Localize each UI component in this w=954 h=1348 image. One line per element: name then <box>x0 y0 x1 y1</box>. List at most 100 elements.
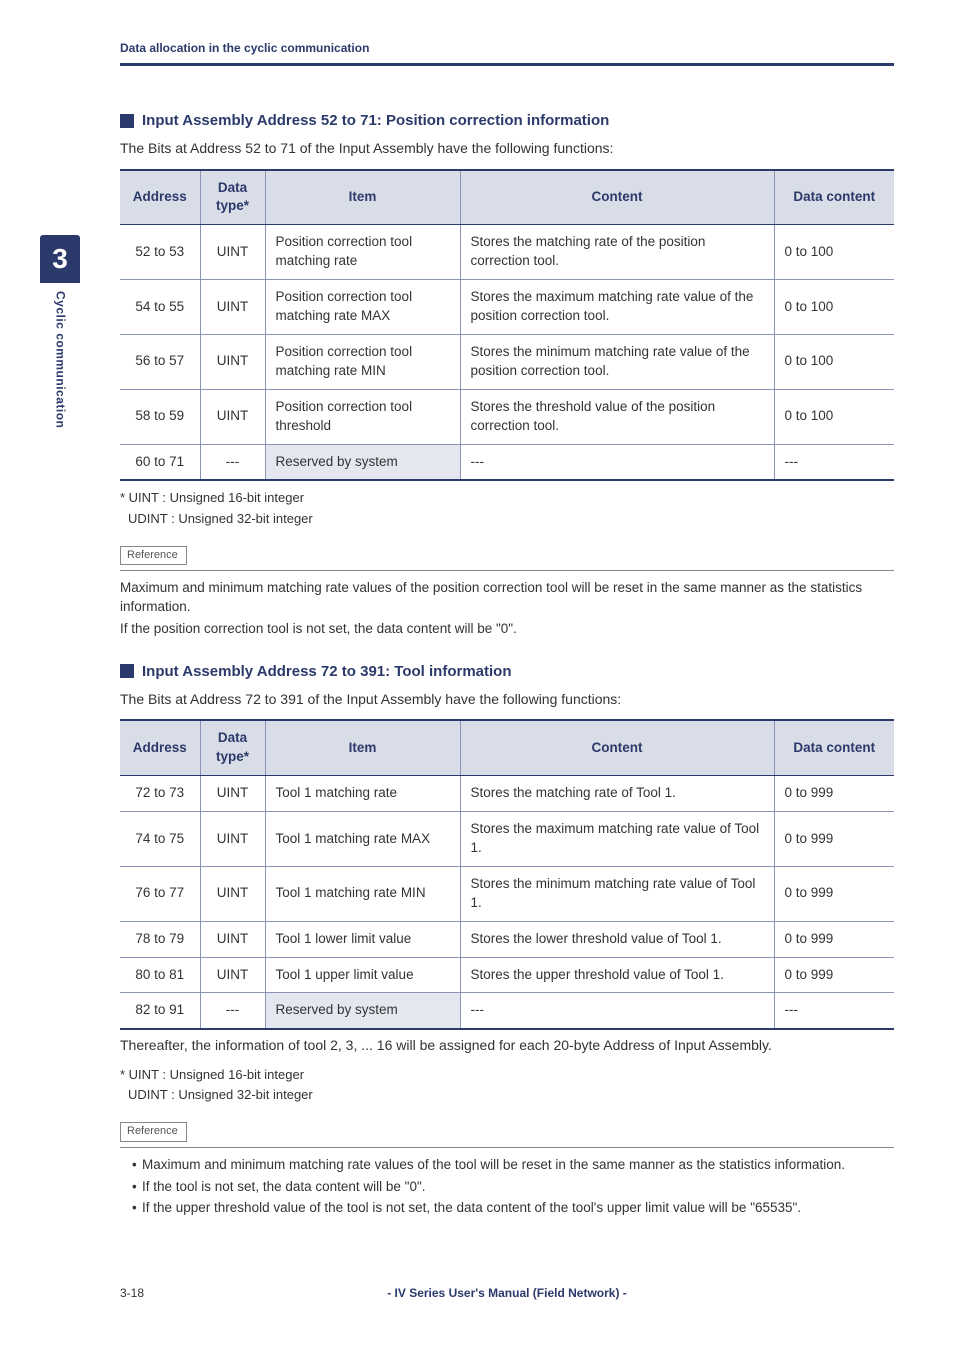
reference-rule <box>120 570 894 571</box>
th-address: Address <box>120 720 200 775</box>
cell-address: 78 to 79 <box>120 921 200 957</box>
cell-datacontent: --- <box>774 444 894 480</box>
table-row: 58 to 59UINTPosition correction tool thr… <box>120 389 894 444</box>
footnote-uint: * UINT : Unsigned 16-bit integer <box>120 1066 894 1084</box>
chapter-number: 3 <box>40 235 80 283</box>
cell-datatype: UINT <box>200 812 265 867</box>
th-datacontent: Data content <box>774 720 894 775</box>
cell-item: Reserved by system <box>265 993 460 1029</box>
cell-content: Stores the maximum matching rate value o… <box>460 812 774 867</box>
footer-title: - IV Series User's Manual (Field Network… <box>170 1285 844 1302</box>
reference-text-1: Maximum and minimum matching rate values… <box>120 579 894 617</box>
cell-item: Tool 1 upper limit value <box>265 957 460 993</box>
page-footer: 3-18 - IV Series User's Manual (Field Ne… <box>120 1285 894 1302</box>
cell-datatype: UINT <box>200 280 265 335</box>
cell-datacontent: 0 to 100 <box>774 389 894 444</box>
cell-address: 54 to 55 <box>120 280 200 335</box>
cell-address: 56 to 57 <box>120 334 200 389</box>
cell-datacontent: 0 to 999 <box>774 776 894 812</box>
cell-content: --- <box>460 993 774 1029</box>
table-row: 80 to 81UINTTool 1 upper limit valueStor… <box>120 957 894 993</box>
cell-item: Tool 1 matching rate <box>265 776 460 812</box>
cell-datacontent: 0 to 100 <box>774 280 894 335</box>
section2-footnotes: * UINT : Unsigned 16-bit integer UDINT :… <box>120 1066 894 1104</box>
table-row: 60 to 71---Reserved by system------ <box>120 444 894 480</box>
footnote-udint: UDINT : Unsigned 32-bit integer <box>120 510 894 528</box>
cell-item: Reserved by system <box>265 444 460 480</box>
section1-reference: Reference Maximum and minimum matching r… <box>120 544 894 639</box>
reference-text-2: If the position correction tool is not s… <box>120 620 894 639</box>
table-header-row: Address Data type* Item Content Data con… <box>120 170 894 225</box>
cell-datatype: UINT <box>200 957 265 993</box>
th-datacontent: Data content <box>774 170 894 225</box>
section1-title-text: Input Assembly Address 52 to 71: Positio… <box>142 110 609 131</box>
page-number: 3-18 <box>120 1285 170 1302</box>
table-row: 78 to 79UINTTool 1 lower limit valueStor… <box>120 921 894 957</box>
table-row: 56 to 57UINTPosition correction tool mat… <box>120 334 894 389</box>
th-datatype: Data type* <box>200 170 265 225</box>
footnote-uint: * UINT : Unsigned 16-bit integer <box>120 489 894 507</box>
square-bullet-icon <box>120 114 134 128</box>
cell-datacontent: 0 to 100 <box>774 225 894 280</box>
section2-intro: The Bits at Address 72 to 391 of the Inp… <box>120 690 894 710</box>
reference-label: Reference <box>120 1122 187 1141</box>
cell-item: Tool 1 lower limit value <box>265 921 460 957</box>
cell-item: Tool 1 matching rate MAX <box>265 812 460 867</box>
cell-content: Stores the minimum matching rate value o… <box>460 866 774 921</box>
table-row: 72 to 73UINTTool 1 matching rateStores t… <box>120 776 894 812</box>
chapter-label: Cyclic communication <box>52 283 69 428</box>
header-label: Data allocation in the cyclic communicat… <box>120 40 369 63</box>
cell-datatype: --- <box>200 993 265 1029</box>
cell-address: 82 to 91 <box>120 993 200 1029</box>
table-row: 82 to 91---Reserved by system------ <box>120 993 894 1029</box>
section1-intro: The Bits at Address 52 to 71 of the Inpu… <box>120 139 894 159</box>
cell-address: 58 to 59 <box>120 389 200 444</box>
cell-datacontent: 0 to 999 <box>774 812 894 867</box>
main-content: Input Assembly Address 52 to 71: Positio… <box>120 110 894 1281</box>
th-item: Item <box>265 720 460 775</box>
side-tab: 3 Cyclic communication <box>40 235 80 428</box>
cell-address: 76 to 77 <box>120 866 200 921</box>
th-content: Content <box>460 720 774 775</box>
cell-address: 80 to 81 <box>120 957 200 993</box>
table-tool-info: Address Data type* Item Content Data con… <box>120 719 894 1030</box>
section2-title-text: Input Assembly Address 72 to 391: Tool i… <box>142 661 512 682</box>
cell-content: --- <box>460 444 774 480</box>
table-row: 76 to 77UINTTool 1 matching rate MINStor… <box>120 866 894 921</box>
square-bullet-icon <box>120 664 134 678</box>
cell-datacontent: 0 to 999 <box>774 957 894 993</box>
th-content: Content <box>460 170 774 225</box>
cell-address: 52 to 53 <box>120 225 200 280</box>
cell-datatype: UINT <box>200 389 265 444</box>
cell-content: Stores the threshold value of the positi… <box>460 389 774 444</box>
cell-datacontent: 0 to 999 <box>774 866 894 921</box>
table-position-correction: Address Data type* Item Content Data con… <box>120 169 894 482</box>
th-item: Item <box>265 170 460 225</box>
cell-item: Position correction tool matching rate M… <box>265 280 460 335</box>
cell-item: Position correction tool matching rate <box>265 225 460 280</box>
reference-label: Reference <box>120 546 187 565</box>
cell-datatype: UINT <box>200 921 265 957</box>
cell-item: Position correction tool matching rate M… <box>265 334 460 389</box>
section2-reference: Reference Maximum and minimum matching r… <box>120 1120 894 1218</box>
table-row: 74 to 75UINTTool 1 matching rate MAXStor… <box>120 812 894 867</box>
cell-content: Stores the minimum matching rate value o… <box>460 334 774 389</box>
section1-title: Input Assembly Address 52 to 71: Positio… <box>120 110 894 131</box>
section2-post-table: Thereafter, the information of tool 2, 3… <box>120 1036 894 1056</box>
cell-datacontent: --- <box>774 993 894 1029</box>
th-datatype: Data type* <box>200 720 265 775</box>
th-address: Address <box>120 170 200 225</box>
cell-item: Position correction tool threshold <box>265 389 460 444</box>
table-row: 52 to 53UINTPosition correction tool mat… <box>120 225 894 280</box>
table-header-row: Address Data type* Item Content Data con… <box>120 720 894 775</box>
reference-bullet: If the tool is not set, the data content… <box>132 1178 894 1197</box>
cell-datatype: UINT <box>200 866 265 921</box>
cell-datatype: UINT <box>200 225 265 280</box>
section2-title: Input Assembly Address 72 to 391: Tool i… <box>120 661 894 682</box>
cell-datatype: --- <box>200 444 265 480</box>
footnote-udint: UDINT : Unsigned 32-bit integer <box>120 1086 894 1104</box>
cell-item: Tool 1 matching rate MIN <box>265 866 460 921</box>
reference-bullet: Maximum and minimum matching rate values… <box>132 1156 894 1175</box>
cell-content: Stores the matching rate of the position… <box>460 225 774 280</box>
cell-address: 60 to 71 <box>120 444 200 480</box>
